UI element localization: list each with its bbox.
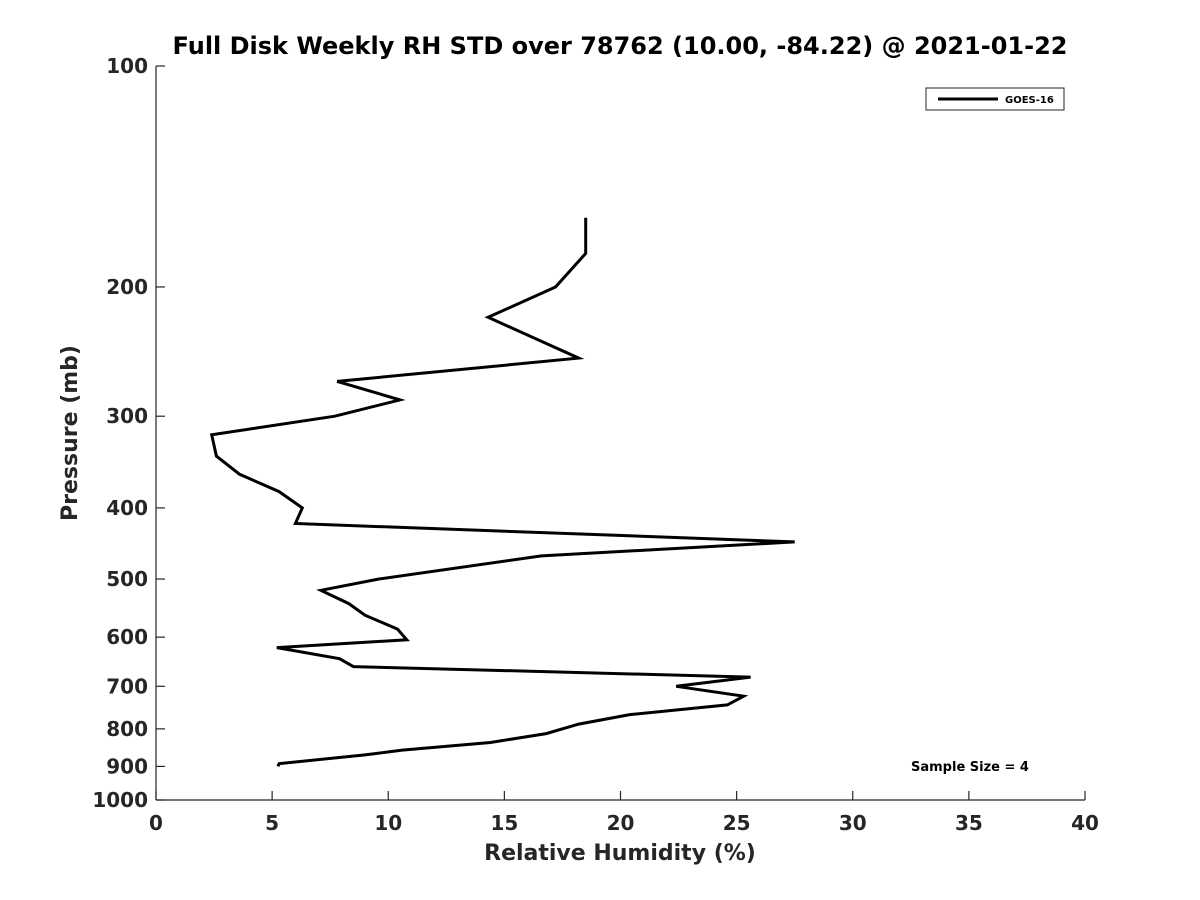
x-axis-label: Relative Humidity (%) — [484, 841, 756, 866]
y-tick-label: 300 — [106, 404, 148, 428]
legend: GOES-16 — [925, 87, 1065, 111]
y-tick-label: 200 — [106, 275, 148, 299]
series-line-goes-16 — [209, 217, 795, 767]
x-tick-label: 10 — [374, 811, 402, 835]
y-tick-label: 900 — [106, 754, 148, 778]
x-tick-label: 30 — [839, 811, 867, 835]
x-tick-label: 15 — [490, 811, 518, 835]
sample-size-annotation: Sample Size = 4 — [911, 760, 1029, 775]
x-tick-label: 20 — [607, 811, 635, 835]
chart-title: Full Disk Weekly RH STD over 78762 (10.0… — [173, 32, 1068, 60]
y-tick-label: 500 — [106, 567, 148, 591]
legend-label-goes-16: GOES-16 — [1005, 95, 1054, 106]
plot-area — [155, 66, 1085, 801]
series-layer — [209, 217, 795, 767]
y-tick-label: 600 — [106, 625, 148, 649]
x-tick-label: 5 — [265, 811, 279, 835]
y-tick-label: 800 — [106, 717, 148, 741]
x-tick-label: 0 — [149, 811, 163, 835]
x-tick-label: 40 — [1071, 811, 1099, 835]
y-tick-label: 700 — [106, 674, 148, 698]
x-tick-label: 25 — [723, 811, 751, 835]
y-axis-ticks: 100 200 300 400 500 600 700 800 900 1000 — [92, 54, 165, 812]
x-tick-label: 35 — [955, 811, 983, 835]
y-axis-label: Pressure (mb) — [58, 345, 83, 521]
y-tick-label: 100 — [106, 54, 148, 78]
x-axis-ticks: 0 5 10 15 20 25 30 35 40 — [149, 791, 1099, 835]
y-tick-label: 1000 — [92, 788, 148, 812]
y-tick-label: 400 — [106, 496, 148, 520]
